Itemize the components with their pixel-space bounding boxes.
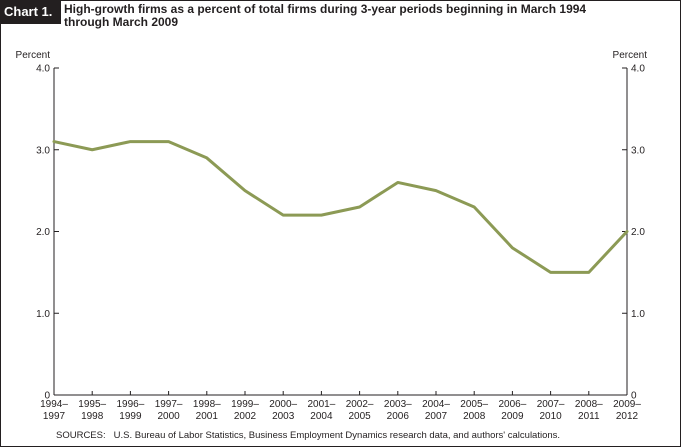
y-axis-unit-right: Percent <box>613 50 648 61</box>
chart-number-label: Chart 1. <box>0 0 61 24</box>
x-tick-label: 1997– 2000 <box>155 399 183 422</box>
x-tick-label: 2005– 2008 <box>460 399 488 422</box>
chart-title: High-growth firms as a percent of total … <box>64 3 664 29</box>
x-tick-label: 1998– 2001 <box>193 399 221 422</box>
sources-note: SOURCES: U.S. Bureau of Labor Statistics,… <box>56 430 560 441</box>
y-tick-label-right: 2.0 <box>631 227 645 238</box>
x-tick-label: 1995– 1998 <box>78 399 106 422</box>
sources-text: U.S. Bureau of Labor Statistics, Busines… <box>113 430 561 441</box>
y-tick-label-right: 3.0 <box>631 145 645 156</box>
y-tick-label-left: 1.0 <box>36 309 50 320</box>
series-line <box>52 140 629 274</box>
x-tick-label: 2001– 2004 <box>307 399 335 422</box>
x-tick-label: 1999– 2002 <box>231 399 259 422</box>
x-tick-label: 2009– 2012 <box>613 399 641 422</box>
x-tick-label: 1996– 1999 <box>116 399 144 422</box>
x-tick-label: 2002– 2005 <box>346 399 374 422</box>
chart-header: Chart 1. High-growth firms as a percent … <box>0 0 681 34</box>
y-tick-label-right: 0 <box>631 391 637 402</box>
x-tick-label: 2006– 2009 <box>498 399 526 422</box>
x-tick-label: 2004– 2007 <box>422 399 450 422</box>
y-axis-unit-left: Percent <box>16 50 51 61</box>
y-tick-label-left: 0 <box>44 391 50 402</box>
x-tick-label: 1994– 1997 <box>40 399 68 422</box>
y-tick-label-right: 1.0 <box>631 309 645 320</box>
y-tick-label-left: 4.0 <box>36 64 50 75</box>
sources-label: SOURCES: <box>56 430 106 441</box>
y-tick-label-right: 4.0 <box>631 64 645 75</box>
y-tick-label-left: 3.0 <box>36 145 50 156</box>
y-tick-label-left: 2.0 <box>36 227 50 238</box>
x-tick-label: 2000– 2003 <box>269 399 297 422</box>
chart-title-line-1: High-growth firms as a percent of total … <box>64 2 587 16</box>
x-tick-label: 2003– 2006 <box>384 399 412 422</box>
chart-title-line-2: through March 2009 <box>64 15 179 29</box>
x-tick-label: 2007– 2010 <box>537 399 565 422</box>
x-tick-label: 2008– 2011 <box>575 399 603 422</box>
